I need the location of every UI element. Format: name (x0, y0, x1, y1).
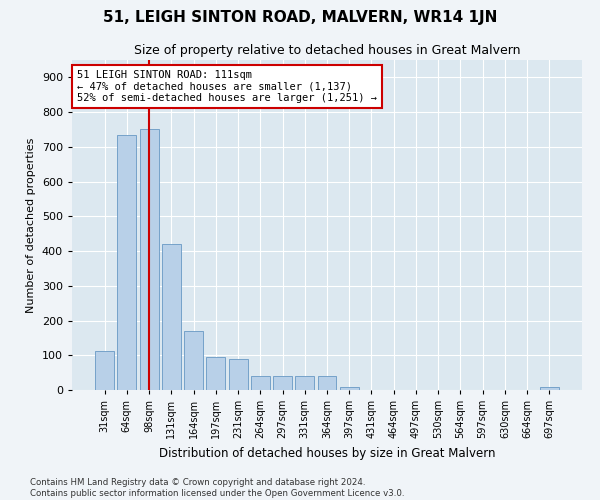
Text: 51 LEIGH SINTON ROAD: 111sqm
← 47% of detached houses are smaller (1,137)
52% of: 51 LEIGH SINTON ROAD: 111sqm ← 47% of de… (77, 70, 377, 103)
Bar (95, 350, 114, 390)
Bar (273, 376, 292, 390)
Bar (340, 386, 359, 390)
X-axis label: Distribution of detached houses by size in Great Malvern: Distribution of detached houses by size … (159, 446, 495, 460)
Bar (251, 376, 270, 390)
Bar (229, 358, 248, 390)
Title: Size of property relative to detached houses in Great Malvern: Size of property relative to detached ho… (134, 44, 520, 58)
Bar (140, 130, 158, 390)
Y-axis label: Number of detached properties: Number of detached properties (26, 138, 36, 312)
Bar (206, 357, 225, 390)
Text: 51, LEIGH SINTON ROAD, MALVERN, WR14 1JN: 51, LEIGH SINTON ROAD, MALVERN, WR14 1JN (103, 10, 497, 25)
Bar (317, 376, 337, 390)
Bar (540, 386, 559, 390)
Bar (162, 244, 181, 390)
Bar (118, 134, 136, 390)
Bar (295, 376, 314, 390)
Bar (184, 331, 203, 390)
Text: Contains HM Land Registry data © Crown copyright and database right 2024.
Contai: Contains HM Land Registry data © Crown c… (30, 478, 404, 498)
